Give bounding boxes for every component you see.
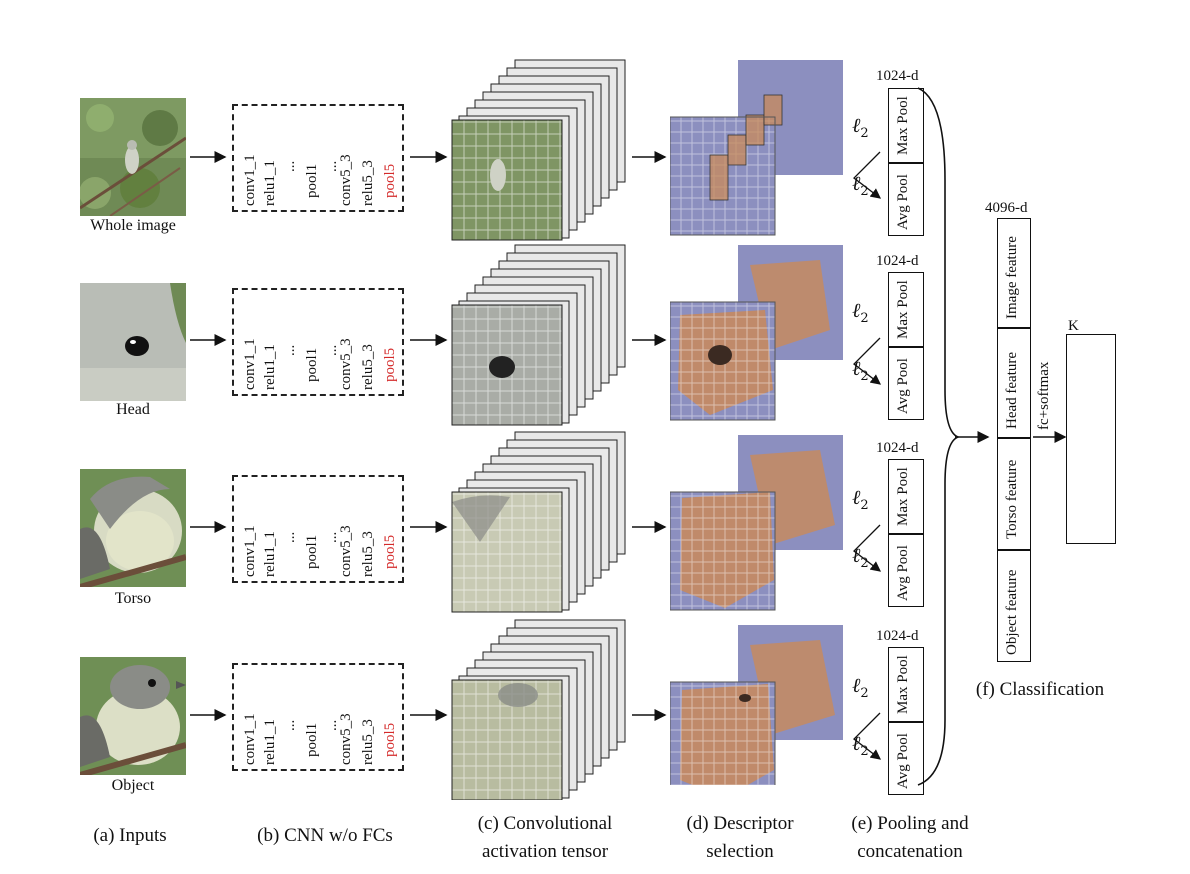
l2-top-whole: ℓ2 [852,113,869,141]
dim-label-head: 1024-d [876,253,919,269]
layer-ellipsis: ... [282,344,298,356]
image-feature-box: Image feature [997,218,1031,328]
feature-dim-label: 4096-d [985,200,1028,216]
input-image-head [80,283,186,401]
layer-pool5: pool5 [382,163,398,198]
cnn-box-torso: conv1_1 relu1_1 ... pool1 ... conv5_3 re… [232,475,404,583]
avg-pool-box-head: Avg Pool [888,347,924,420]
tensor-torso [451,431,626,613]
descriptor-selection [670,60,843,785]
fc-softmax-label: fc+softmax [1036,361,1052,430]
layer-relu1-1: relu1_1 [262,531,278,577]
pooling-arrows [853,87,961,786]
dim-label-torso: 1024-d [876,440,919,456]
avg-pool-box-object: Avg Pool [888,722,924,795]
layer-pool5: pool5 [382,347,398,382]
input-image-whole [80,98,186,216]
max-pool-box-torso: Max Pool [888,459,924,534]
layer-conv5-3: conv5_3 [338,338,354,390]
output-k-box [1066,334,1116,544]
dim-label-whole: 1024-d [876,68,919,84]
layer-conv1-1: conv1_1 [242,713,258,765]
layer-relu1-1: relu1_1 [262,160,278,206]
l2-bottom-torso: ℓ2 [852,543,869,571]
torso-feature-box: Torso feature [997,438,1031,550]
avg-pool-box-whole: Avg Pool [888,163,924,236]
max-pool-box-whole: Max Pool [888,88,924,163]
l2-bottom-whole: ℓ2 [852,171,869,199]
cnn-box-head: conv1_1 relu1_1 ... pool1 ... conv5_3 re… [232,288,404,396]
dim-label-object: 1024-d [876,628,919,644]
layer-pool1: pool1 [304,534,320,569]
layer-pool1: pool1 [304,722,320,757]
l2-top-torso: ℓ2 [852,485,869,513]
layer-relu5-3: relu5_3 [360,719,376,765]
input-label-whole: Whole image [90,217,176,234]
stage-label-f: (f) Classification [975,679,1105,700]
layer-relu5-3: relu5_3 [360,531,376,577]
stage-label-e: (e) Pooling and concatenation [851,813,969,862]
stage-label-a: (a) Inputs [93,825,167,846]
stage-label-d: (d) Descriptor selection [686,813,794,862]
selection-head [670,245,843,421]
layer-relu5-3: relu5_3 [360,344,376,390]
layer-ellipsis: ... [282,160,298,172]
max-pool-box-object: Max Pool [888,647,924,722]
tensor-object [451,619,626,800]
layer-pool1: pool1 [304,347,320,382]
selection-whole [670,60,843,236]
layer-relu1-1: relu1_1 [262,719,278,765]
layer-conv1-1: conv1_1 [242,154,258,206]
stage-label-b: (b) CNN w/o FCs [257,825,393,846]
cnn-box-object: conv1_1 relu1_1 ... pool1 ... conv5_3 re… [232,663,404,771]
l2-bottom-head: ℓ2 [852,356,869,384]
max-pool-box-head: Max Pool [888,272,924,347]
layer-conv1-1: conv1_1 [242,525,258,577]
selection-torso [670,435,843,611]
layer-relu1-1: relu1_1 [262,344,278,390]
l2-top-head: ℓ2 [852,298,869,326]
avg-pool-box-torso: Avg Pool [888,534,924,607]
l2-bottom-object: ℓ2 [852,731,869,759]
k-label: K [1068,318,1079,334]
input-image-torso [80,469,186,587]
layer-conv5-3: conv5_3 [338,713,354,765]
object-feature-box: Object feature [997,550,1031,662]
layer-ellipsis: ... [282,531,298,543]
input-label-head: Head [116,401,150,418]
input-image-object [80,657,186,775]
l2-top-object: ℓ2 [852,673,869,701]
layer-conv1-1: conv1_1 [242,338,258,390]
layer-ellipsis: ... [282,719,298,731]
tensor-whole [451,59,626,241]
cnn-box-whole: conv1_1 relu1_1 ... pool1 ... conv5_3 re… [232,104,404,212]
stage-label-c: (c) Convolutional activation tensor [477,813,613,862]
layer-pool5: pool5 [382,534,398,569]
layer-conv5-3: conv5_3 [338,154,354,206]
input-label-torso: Torso [114,590,152,607]
input-label-object: Object [111,777,155,794]
layer-pool5: pool5 [382,722,398,757]
activation-tensors [451,59,626,800]
layer-relu5-3: relu5_3 [360,160,376,206]
tensor-head [451,244,626,426]
selection-object [670,625,843,785]
layer-pool1: pool1 [304,163,320,198]
layer-conv5-3: conv5_3 [338,525,354,577]
head-feature-box: Head feature [997,328,1031,438]
